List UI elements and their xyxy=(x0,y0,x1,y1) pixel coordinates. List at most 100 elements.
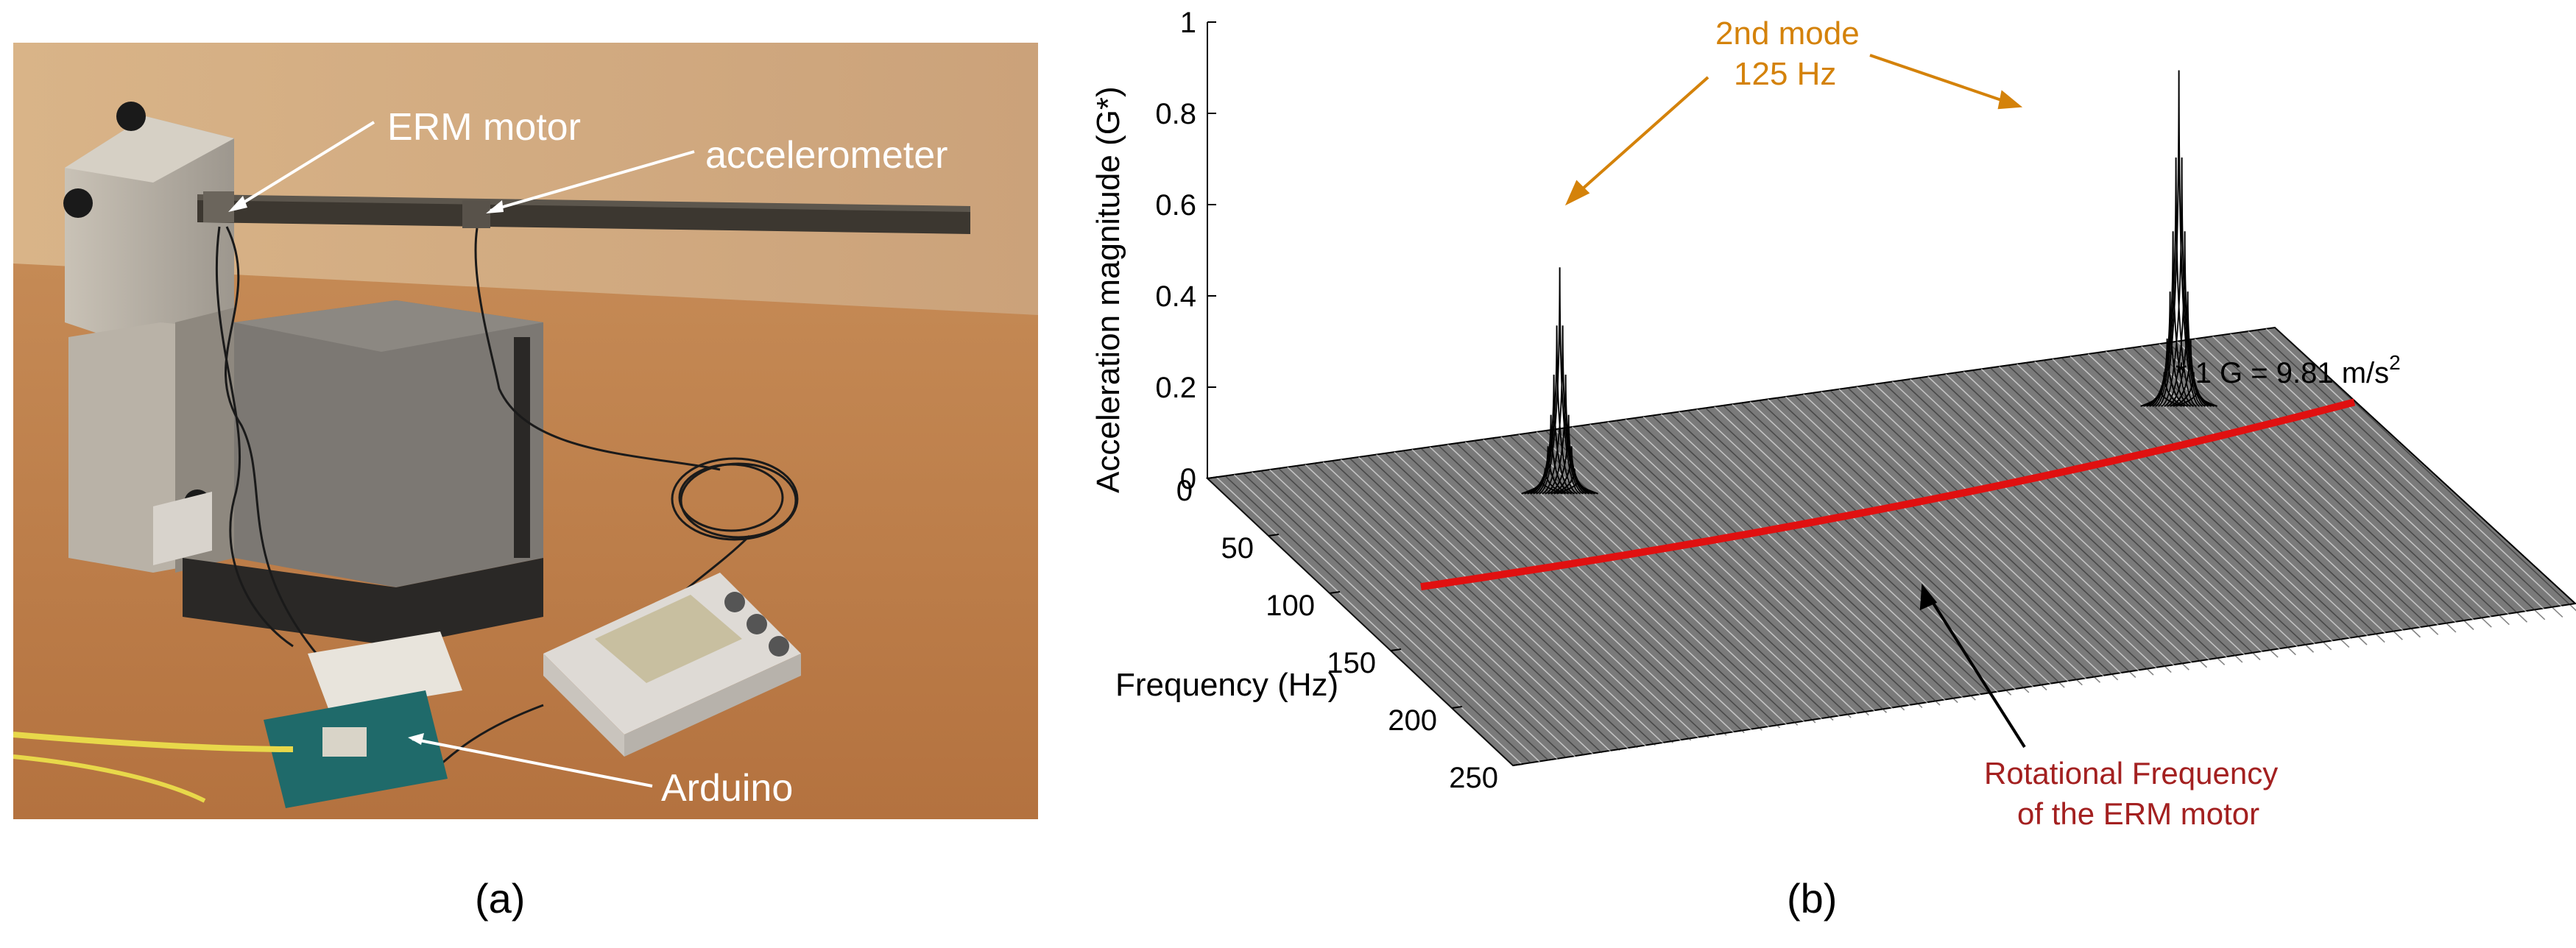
spectrum-line xyxy=(1340,459,1647,747)
frequency-tick-mark xyxy=(1268,534,1280,537)
frequency-axis-title: Frequency (Hz) xyxy=(1115,667,1338,703)
setup-photo: ERM motor accelerometer Arduino xyxy=(13,43,1038,819)
knob-icon xyxy=(63,188,93,218)
spectrum-line xyxy=(1402,450,1709,738)
spectrum-line xyxy=(1829,389,2136,678)
spectrum-line xyxy=(1740,402,2047,691)
spectrum-line xyxy=(1438,445,1745,734)
frequency-tick-label: 0 xyxy=(1176,475,1193,507)
spectrum-line xyxy=(1473,440,1781,729)
spectrum-line xyxy=(2123,348,2430,637)
spectrum-line xyxy=(1874,383,2181,672)
sensor-cables xyxy=(215,226,799,780)
spectrum-line xyxy=(1989,367,2296,656)
spectrum-line xyxy=(1260,470,1567,759)
spectrum-line xyxy=(1322,461,1629,750)
frequency-tick-mark xyxy=(1512,763,1524,766)
frequency-tick-label: 150 xyxy=(1327,647,1376,679)
spectrum-line xyxy=(1767,398,2074,687)
spectrum-line xyxy=(2016,363,2323,652)
daq-device xyxy=(543,573,801,757)
spectrum-line xyxy=(2096,352,2403,640)
spectrum-line xyxy=(1376,453,1683,743)
spectrum-line xyxy=(1660,414,1967,702)
spectrum-line xyxy=(1998,366,2305,654)
waterfall-chart: 1 0.8 0.6 0.4 0.2 0 Acceleration magnitude (G… xyxy=(1090,7,2576,831)
setup-photo-drawing: ERM motor accelerometer Arduino xyxy=(13,43,1038,819)
z-tick-label: 0.4 xyxy=(1155,280,1196,313)
spectrum-line xyxy=(1687,410,1994,698)
frequency-tick-mark xyxy=(1329,591,1341,594)
spectrum-line xyxy=(1838,389,2145,677)
rotational-label-line1: Rotational Frequency xyxy=(1984,756,2278,790)
spectrum-line xyxy=(2248,330,2555,619)
spectrum-line xyxy=(1963,371,2270,659)
spectrum-line xyxy=(1980,368,2287,657)
spectrum-line xyxy=(1776,397,2083,686)
spectrum-line xyxy=(2185,339,2492,628)
peak-trace xyxy=(2161,157,2203,407)
spectrum-line xyxy=(2159,343,2466,632)
erm-motor-label: ERM motor xyxy=(387,106,581,149)
peak-trace xyxy=(1527,446,1569,495)
spectrum-line xyxy=(1936,375,2243,663)
spectrum-line xyxy=(1553,428,1860,717)
spectrum-line xyxy=(1749,401,2056,690)
spectrum-line xyxy=(1732,403,2039,692)
spectrum-line xyxy=(1224,475,1531,764)
spectrum-line xyxy=(1287,467,1594,755)
mode-annotation-line2: 125 Hz xyxy=(1734,56,1836,92)
frequency-tick-mark xyxy=(1451,706,1463,709)
spectrum-line xyxy=(1562,428,1869,716)
spectrum-line xyxy=(1305,464,1612,752)
caption-a: (a) xyxy=(475,875,526,922)
spectrum-line xyxy=(1900,380,2208,668)
spectrum-line xyxy=(2132,347,2439,635)
spectrum-line xyxy=(1483,439,1790,727)
spectrum-line xyxy=(2087,353,2394,642)
spectrum-line xyxy=(1954,372,2261,661)
usb-cable xyxy=(13,732,294,752)
spectrum-line xyxy=(2176,341,2483,629)
spectrum-line xyxy=(2043,359,2350,648)
spectrum-line xyxy=(1821,391,2128,679)
peak-trace xyxy=(2176,392,2217,407)
spectrum-line xyxy=(1447,444,1754,732)
spectrum-line xyxy=(1945,373,2252,662)
spectrum-line xyxy=(2052,358,2359,647)
spectrum-line xyxy=(1385,453,1692,741)
spectrum-line xyxy=(2274,327,2576,612)
frequency-tick-mark xyxy=(1390,648,1402,651)
rotational-arrow xyxy=(1919,583,2026,749)
spectrum-line xyxy=(2230,333,2537,622)
spectrum-line xyxy=(2167,342,2474,631)
z-tick-label: 1 xyxy=(1180,7,1196,39)
rotational-label-line2: of the ERM motor xyxy=(2017,796,2259,831)
peak-trace xyxy=(2155,157,2198,407)
aluminum-stand xyxy=(63,102,234,573)
accelerometer-sensor xyxy=(462,200,490,228)
spectrum-line xyxy=(1215,476,1522,765)
spectrum-line xyxy=(1607,421,1914,710)
unit-note: * 1 G = 9.81 m/s2 xyxy=(2176,351,2401,389)
z-axis-ticks: 1 0.8 0.6 0.4 0.2 0 xyxy=(1155,7,1216,495)
spectrum-line xyxy=(1242,473,1549,761)
cantilever-beam xyxy=(197,191,970,234)
spectrum-line xyxy=(1207,478,1514,766)
spectrum-line xyxy=(1455,442,1762,731)
spectrum-line xyxy=(1919,377,2226,665)
spectrum-line xyxy=(1331,460,1638,749)
spectrum-line xyxy=(1847,387,2154,676)
spectrum-line xyxy=(2150,344,2457,633)
spectrum-line xyxy=(1358,456,1665,745)
peak-trace xyxy=(2149,291,2192,407)
spectrum-line xyxy=(2078,355,2385,643)
spectrum-line xyxy=(2212,336,2519,624)
spectrum-line xyxy=(1580,425,1888,713)
spectrum-line xyxy=(1411,449,1718,737)
spectrum-line xyxy=(1464,441,1771,730)
spectrum-line xyxy=(1598,422,1905,711)
spectrum-line xyxy=(1349,458,1656,746)
resonance-peak xyxy=(2140,70,2217,407)
spectrum-line xyxy=(1366,455,1674,743)
